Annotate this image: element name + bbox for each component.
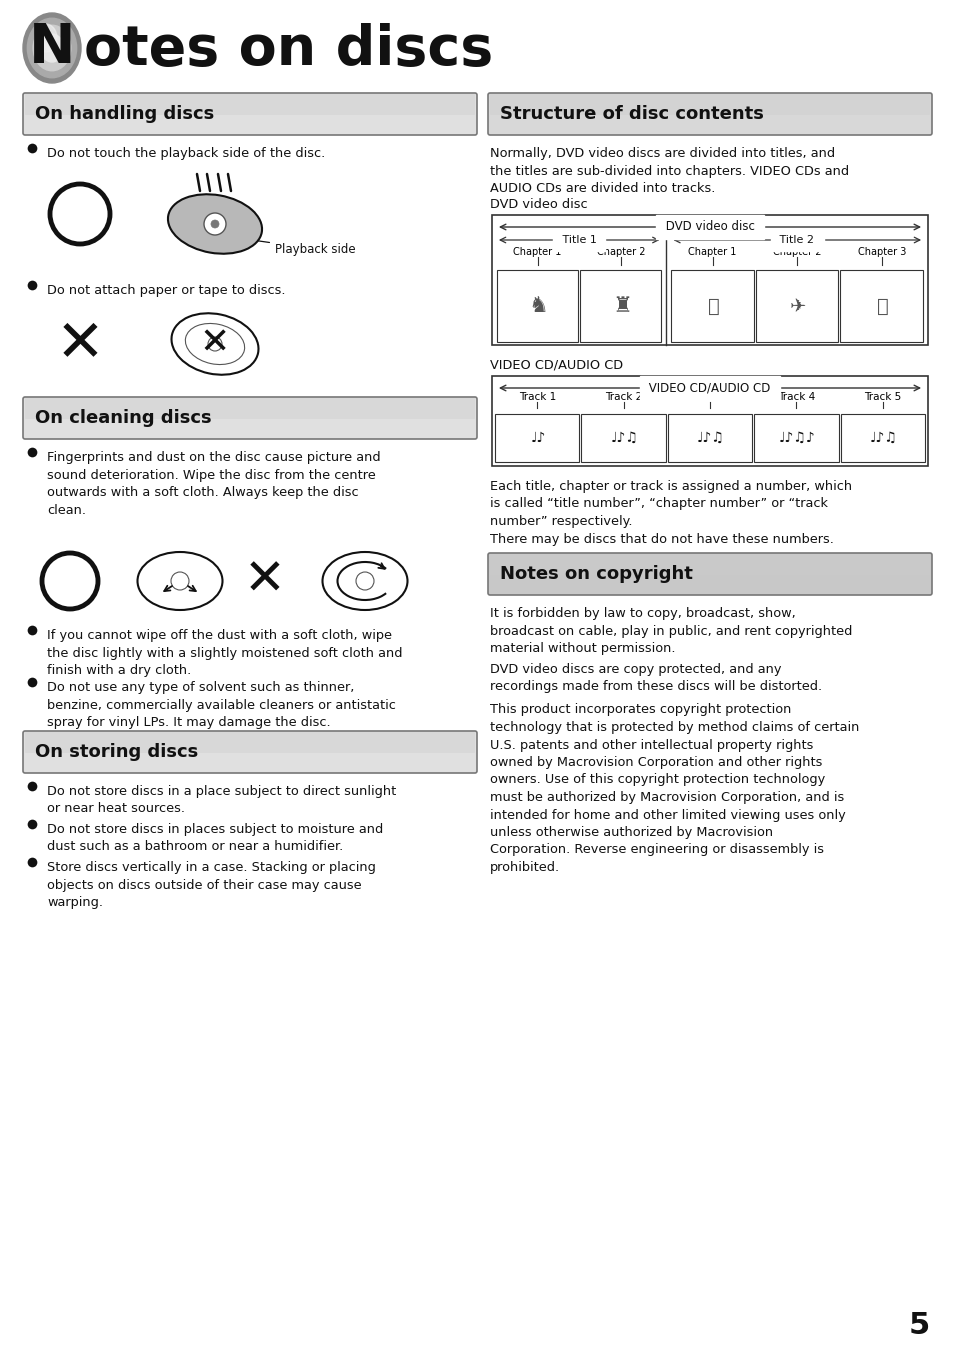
Text: Playback side: Playback side <box>248 239 355 255</box>
Text: It is forbidden by law to copy, broadcast, show,
broadcast on cable, play in pub: It is forbidden by law to copy, broadcas… <box>490 608 851 655</box>
Bar <box>492 377 927 466</box>
FancyBboxPatch shape <box>23 730 476 774</box>
Text: Do not touch the playback side of the disc.: Do not touch the playback side of the di… <box>47 147 325 161</box>
Text: Do not store discs in a place subject to direct sunlight
or near heat sources.: Do not store discs in a place subject to… <box>47 784 395 815</box>
Text: 5: 5 <box>908 1311 929 1339</box>
Bar <box>671 270 753 342</box>
Ellipse shape <box>185 324 244 365</box>
Text: DVD video discs are copy protected, and any
recordings made from these discs wil: DVD video discs are copy protected, and … <box>490 663 821 693</box>
FancyBboxPatch shape <box>490 554 929 575</box>
Text: DVD video disc: DVD video disc <box>661 220 758 234</box>
Text: ♩♪♫: ♩♪♫ <box>610 431 638 446</box>
FancyBboxPatch shape <box>25 398 475 418</box>
Text: Do not attach paper or tape to discs.: Do not attach paper or tape to discs. <box>47 284 285 297</box>
Ellipse shape <box>23 14 81 82</box>
FancyBboxPatch shape <box>488 93 931 135</box>
Text: Do not store discs in places subject to moisture and
dust such as a bathroom or : Do not store discs in places subject to … <box>47 824 383 853</box>
Ellipse shape <box>172 313 258 375</box>
Text: ♜: ♜ <box>611 296 631 316</box>
Bar <box>754 414 838 462</box>
Text: This product incorporates copyright protection
technology that is protected by m: This product incorporates copyright prot… <box>490 703 859 873</box>
Text: Chapter 1: Chapter 1 <box>513 247 561 256</box>
Text: Chapter 2: Chapter 2 <box>596 247 644 256</box>
Ellipse shape <box>35 24 57 53</box>
Text: ♩♪♫♪: ♩♪♫♪ <box>779 431 815 446</box>
Ellipse shape <box>33 26 71 70</box>
Text: Each title, chapter or track is assigned a number, which
is called “title number: Each title, chapter or track is assigned… <box>490 481 851 545</box>
Text: On handling discs: On handling discs <box>35 105 214 123</box>
Text: VIDEO CD/AUDIO CD: VIDEO CD/AUDIO CD <box>645 382 774 394</box>
FancyBboxPatch shape <box>23 93 476 135</box>
Ellipse shape <box>28 19 76 78</box>
FancyBboxPatch shape <box>490 95 929 115</box>
Text: otes on discs: otes on discs <box>84 23 493 77</box>
Text: ♩♪: ♩♪ <box>530 431 545 446</box>
Ellipse shape <box>322 552 407 610</box>
FancyBboxPatch shape <box>488 554 931 595</box>
Text: Title 2: Title 2 <box>776 235 817 244</box>
Text: DVD video disc: DVD video disc <box>490 198 587 211</box>
Bar <box>492 215 927 346</box>
Text: Normally, DVD video discs are divided into titles, and
the titles are sub-divide: Normally, DVD video discs are divided in… <box>490 147 848 194</box>
Text: On cleaning discs: On cleaning discs <box>35 409 212 427</box>
Text: Fingerprints and dust on the disc cause picture and
sound deterioration. Wipe th: Fingerprints and dust on the disc cause … <box>47 451 380 517</box>
Text: VIDEO CD/AUDIO CD: VIDEO CD/AUDIO CD <box>490 359 622 373</box>
Text: ✕: ✕ <box>55 316 104 373</box>
Text: Chapter 3: Chapter 3 <box>857 247 905 256</box>
Text: ♩♪♫: ♩♪♫ <box>697 431 724 446</box>
Circle shape <box>204 213 226 235</box>
Text: N: N <box>29 22 75 76</box>
Ellipse shape <box>137 552 222 610</box>
Bar <box>497 270 578 342</box>
Text: ♞: ♞ <box>528 296 548 316</box>
Text: Chapter 1: Chapter 1 <box>688 247 736 256</box>
Circle shape <box>208 338 222 351</box>
Bar <box>755 270 838 342</box>
Bar <box>667 414 751 462</box>
Text: Title 1: Title 1 <box>558 235 599 244</box>
Text: ✈: ✈ <box>789 297 805 316</box>
Text: ✕: ✕ <box>200 327 230 360</box>
Text: ♩♪♫: ♩♪♫ <box>869 431 897 446</box>
Text: If you cannot wipe off the dust with a soft cloth, wipe
the disc lightly with a : If you cannot wipe off the dust with a s… <box>47 629 402 676</box>
Text: Track 5: Track 5 <box>863 392 901 402</box>
Text: Chapter 2: Chapter 2 <box>772 247 821 256</box>
Circle shape <box>211 220 219 228</box>
Text: On storing discs: On storing discs <box>35 743 198 761</box>
Text: Store discs vertically in a case. Stacking or placing
objects on discs outside o: Store discs vertically in a case. Stacki… <box>47 861 375 909</box>
Text: Track 1: Track 1 <box>518 392 556 402</box>
Text: Track 2: Track 2 <box>604 392 641 402</box>
Text: Do not use any type of solvent such as thinner,
benzine, commercially available : Do not use any type of solvent such as t… <box>47 680 395 729</box>
Text: 🚗: 🚗 <box>876 297 887 316</box>
Text: Notes on copyright: Notes on copyright <box>499 566 692 583</box>
FancyBboxPatch shape <box>25 732 475 753</box>
Circle shape <box>355 572 374 590</box>
Ellipse shape <box>168 194 262 254</box>
Bar <box>495 414 578 462</box>
FancyBboxPatch shape <box>23 397 476 439</box>
Text: ⛵: ⛵ <box>707 297 719 316</box>
Bar <box>840 414 924 462</box>
Text: Structure of disc contents: Structure of disc contents <box>499 105 763 123</box>
Text: Track 3: Track 3 <box>691 392 728 402</box>
Text: Track 4: Track 4 <box>777 392 814 402</box>
Bar <box>840 270 923 342</box>
Bar <box>579 270 660 342</box>
Bar <box>580 414 665 462</box>
Circle shape <box>171 572 189 590</box>
Ellipse shape <box>40 34 64 62</box>
Text: ✕: ✕ <box>244 558 286 605</box>
FancyBboxPatch shape <box>25 95 475 115</box>
